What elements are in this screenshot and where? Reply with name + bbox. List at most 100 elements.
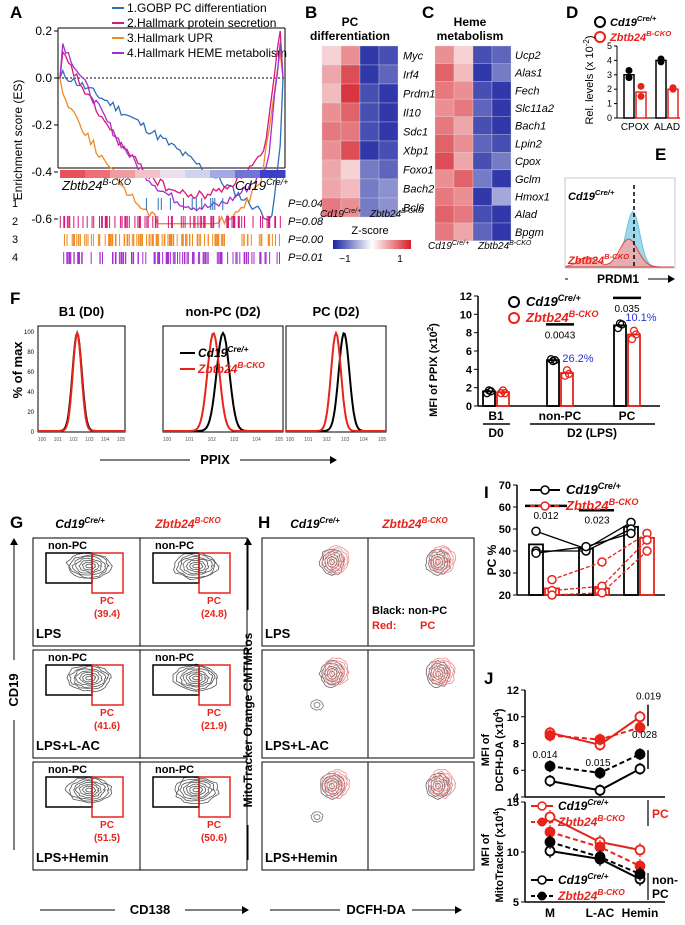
panel-h-contour-pc	[328, 664, 344, 680]
panel-j2-legend-npc-cko: Zbtb24B-CKO	[557, 887, 625, 903]
panel-d-y-tick-label: 3	[607, 70, 612, 80]
heatmap-cell	[434, 222, 455, 241]
panel-e: E Cd19Cre/+ Zbtb24B-CKO PRDM1	[564, 145, 676, 286]
heatmap-cell	[453, 134, 474, 153]
panel-g-plot-frame	[139, 761, 248, 871]
panel-f-ytick-label: 100	[24, 330, 35, 336]
heatmap-cell	[378, 159, 399, 180]
gsea-rank-gradient	[60, 170, 286, 178]
panel-j2-legend-npc-tag-2: PC	[652, 887, 669, 901]
heatmap-cell	[434, 81, 455, 100]
panel-d-y-tick-label: 5	[607, 41, 612, 51]
heatmap-cell	[359, 140, 380, 161]
panel-h-contour-pc	[333, 557, 339, 563]
heatmap-gene-label: Hmox1	[515, 191, 550, 203]
heatmap-cell	[340, 140, 361, 161]
panel-f-hist-ctrl	[286, 331, 386, 432]
heatmap-cell	[378, 178, 399, 199]
heatmap-cell	[340, 159, 361, 180]
heatmap-c: Ucp2 Alas1 Fech Slc11a2 Bach1 Lpin2 Cpox Gclm Hm…	[434, 45, 554, 241]
panel-g-contour	[179, 668, 214, 688]
heatmap-cell	[453, 81, 474, 100]
panel-j2-legend-marker-pc-ctrl	[537, 801, 547, 811]
panel-d-y-tick-label: 0	[607, 113, 612, 123]
panel-j1-pvalue-1: 0.019	[636, 691, 661, 702]
panel-h-contour-pc	[326, 550, 346, 570]
heatmap-cell	[340, 45, 361, 66]
heatmap-cell	[378, 121, 399, 142]
gsea-row-id: 3	[12, 234, 18, 246]
heatmap-gene-label: Alad	[514, 209, 538, 221]
heatmap-cell	[340, 83, 361, 104]
panel-f-bar-y-tick-label: 8	[466, 328, 472, 340]
panel-f-xtick-label: 102	[69, 437, 78, 443]
panel-j1-y-tick-label: 10	[507, 712, 519, 724]
heatmap-cell	[359, 121, 380, 142]
panel-h-row-label: LPS+Hemin	[265, 850, 338, 865]
panel-f-xtick-label: 101	[304, 437, 313, 443]
panel-h-contour-pc	[330, 666, 342, 678]
panel-e-hist-cko	[565, 238, 674, 268]
panel-f-xtick-label: 104	[252, 437, 261, 443]
panel-g-nonpc-label: non-PC	[155, 540, 194, 552]
heatmap-cell	[472, 63, 493, 82]
panel-g-contour	[78, 559, 101, 573]
panel-f-ytick-label: 40	[27, 390, 34, 396]
panel-e-frame	[564, 177, 676, 269]
panel-h-plot-frame	[367, 761, 475, 871]
heatmap-cell	[434, 152, 455, 171]
legend-marker-ctrl	[594, 16, 606, 28]
panel-f-bar-category: PC	[619, 409, 636, 423]
heatmap-cell	[472, 152, 493, 171]
panel-f-ytick-label: 60	[27, 370, 34, 376]
panel-j2-ylabel-1: MFI of	[480, 833, 492, 866]
panel-h-contour-pc	[323, 771, 349, 796]
panel-g-nonpc-label: non-PC	[48, 764, 87, 776]
gsea-gradient-cell	[210, 170, 236, 178]
panel-h-contour-pc	[434, 776, 450, 792]
panel-j2-legend-npc-ctrl: Cd19Cre/+	[558, 871, 609, 887]
panel-h-contour-pc	[437, 666, 448, 678]
panel-j2-legend-npc-tag-1: non-	[652, 873, 678, 887]
panel-j2-legend-marker-npc-cko	[537, 891, 547, 901]
gsea-left-label: Zbtb24B-CKO	[61, 177, 131, 193]
panel-j1-y-tick-label: 4	[513, 792, 520, 804]
heatmap-cell	[491, 116, 512, 135]
panel-d-category: CPOX	[621, 122, 650, 133]
panel-h-note-black: Black: non-PC	[372, 605, 447, 617]
panel-f-bar-group2: D2 (LPS)	[567, 426, 617, 440]
panel-f-hist-frame	[162, 325, 284, 433]
panel-g-contour	[192, 675, 201, 681]
heatmap-cell	[321, 45, 342, 66]
panel-i-point-cko	[597, 557, 607, 567]
panel-g-pc-pct: (50.6)	[201, 833, 227, 844]
heatmap-gene-label: Xbp1	[402, 146, 429, 158]
panel-j1-pc-cko-point	[544, 730, 556, 741]
panel-h-contour-pc	[437, 554, 448, 566]
panel-f-bar-point-cko	[627, 334, 637, 344]
heatmap-gene-label: Foxo1	[403, 165, 434, 177]
gsea-y-tick-label: 0.0	[35, 71, 52, 85]
gsea-y-tick-label: -0.4	[31, 165, 52, 179]
panel-g-pc-label: PC	[100, 596, 114, 607]
heatmap-cell	[378, 83, 399, 104]
panel-g-contour	[185, 560, 206, 573]
heatmap-cell	[378, 102, 399, 123]
panel-i-ylabel: PC %	[485, 544, 499, 575]
gsea-curve-4	[59, 42, 284, 212]
gsea-gradient-cell	[85, 170, 111, 178]
panel-f-bar-ctrl	[482, 390, 496, 407]
panel-h-contour-pc	[328, 552, 344, 569]
panel-i-point-cko	[642, 535, 652, 545]
panel-i-point-cko	[642, 546, 652, 556]
panel-f-bar-category: non-PC	[539, 409, 582, 423]
panel-j2-legend-pc-cko: Zbtb24B-CKO	[557, 813, 625, 829]
heatmap-b: Myc Irf4 Prdm1 Il10 Sdc1 Xbp1 Foxo1 Bach2 Bcl6	[321, 45, 435, 218]
gsea-y-tick-label: -0.2	[31, 118, 52, 132]
gsea-row-id: 2	[12, 216, 18, 228]
heatmap-cell	[472, 187, 493, 206]
panel-d-point-cko	[637, 82, 645, 90]
panel-h-col1: Cd19Cre/+	[290, 516, 340, 531]
